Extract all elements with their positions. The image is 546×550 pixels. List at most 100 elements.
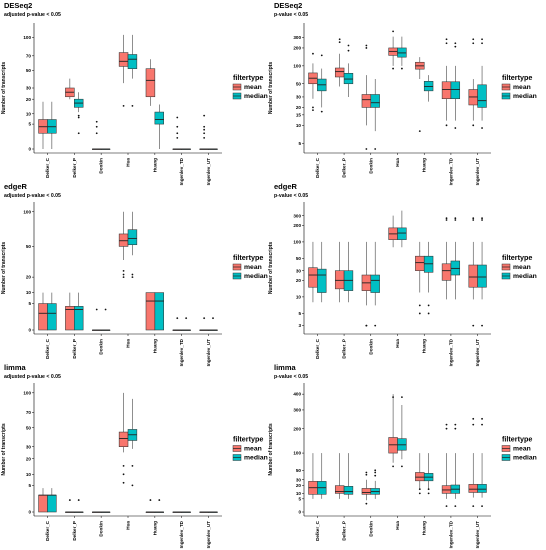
outlier-point (418, 312, 421, 315)
outlier-point (481, 505, 483, 508)
y-tick-label: 10 (296, 491, 302, 496)
chart-subtitle: adjusted p-value < 0.05 (4, 193, 61, 199)
outlier-point (374, 324, 377, 327)
legend-title: filtertype (233, 435, 263, 444)
outlier-point (401, 67, 403, 70)
outlier-point (374, 471, 377, 474)
y-axis-label: Number of transcripts (268, 62, 274, 114)
x-tick-label: Delker_C (315, 157, 320, 178)
legend-label-mean: mean (513, 446, 531, 453)
y-tick-label: 0 (298, 510, 301, 515)
outlier-point (77, 132, 80, 135)
outlier-point (176, 136, 179, 139)
outlier-point (320, 54, 323, 57)
legend-label-mean: mean (513, 84, 531, 91)
outlier-point (454, 423, 457, 426)
outlier-point (122, 481, 125, 484)
y-tick-label: 30 (296, 477, 302, 482)
outlier-point (472, 219, 475, 221)
outlier-point (203, 125, 206, 128)
x-tick-label: Huang (152, 521, 157, 535)
mean-box (145, 68, 156, 98)
outlier-point (77, 116, 80, 119)
outlier-point (203, 136, 206, 139)
outlier-point (472, 38, 475, 41)
chart-title: DESeq2 (4, 1, 32, 10)
y-tick-label: 50 (26, 244, 32, 249)
x-tick-label: Ingenlev_UT (475, 339, 480, 367)
outlier-point (95, 125, 98, 128)
x-tick-label: Ingenlev_TD (179, 338, 184, 366)
outlier-point (338, 38, 341, 41)
x-tick-label: Ingenlev_UT (206, 521, 211, 549)
legend-label-median: median (244, 93, 268, 100)
outlier-point (365, 502, 368, 505)
outlier-point (418, 488, 421, 491)
y-tick-label: 100 (23, 209, 31, 214)
outlier-point (203, 128, 206, 131)
mean-box (308, 267, 318, 288)
x-tick-label: Huang (422, 339, 427, 353)
outlier-point (212, 317, 214, 320)
x-tick-label: Huang (152, 158, 157, 172)
outlier-point (392, 465, 394, 468)
x-tick-label: Hua (395, 339, 400, 348)
chart-subtitle: adjusted p-value < 0.05 (4, 12, 61, 18)
outlier-point (95, 120, 98, 123)
median-box (477, 264, 487, 288)
outlier-point (445, 423, 448, 426)
outlier-point (454, 505, 457, 508)
x-tick-label: Delker_C (315, 520, 320, 541)
mean-box (118, 52, 129, 67)
y-tick-label: 300 (293, 408, 301, 413)
outlier-point (347, 44, 350, 47)
outlier-point (131, 104, 134, 107)
outlier-point (472, 124, 475, 127)
outlier-point (203, 114, 206, 117)
outlier-point (77, 499, 80, 501)
y-axis-label: Number of transcripts (1, 423, 7, 475)
y-tick-label: 100 (293, 451, 301, 456)
x-tick-label: Delker_P (342, 339, 347, 359)
legend-title: filtertype (502, 435, 532, 444)
legend-label-median: median (513, 93, 537, 100)
outlier-point (418, 130, 421, 132)
x-tick-label: Hua (395, 158, 400, 167)
mean-box (441, 81, 452, 100)
mean-box (468, 484, 478, 493)
y-tick-label: 50 (296, 81, 302, 86)
legend-label-mean: mean (244, 84, 262, 91)
y-tick-label: 15 (296, 112, 302, 117)
outlier-point (77, 114, 80, 117)
x-tick-label: Huang (152, 339, 157, 353)
outlier-point (445, 505, 448, 508)
y-tick-label: 5 (28, 122, 31, 127)
outlier-point (176, 116, 179, 119)
chart-panel-4: edgeR p-value < 0.05 Number of transcripts… (268, 182, 537, 366)
outlier-point (445, 42, 448, 45)
mean-box (361, 94, 372, 108)
outlier-point (392, 67, 394, 70)
mean-box (118, 233, 129, 247)
median-box (127, 54, 138, 69)
x-tick-label: Ingenlev_UT (475, 158, 480, 186)
y-tick-label: 20 (26, 97, 32, 102)
outlier-point (122, 464, 125, 467)
outlier-point (418, 492, 421, 495)
x-tick-label: Delker_P (342, 521, 347, 541)
median-box (370, 274, 380, 293)
mean-box (441, 263, 452, 281)
outlier-point (320, 110, 323, 113)
y-tick-label: 0 (28, 328, 31, 333)
x-tick-label: Hua (126, 339, 131, 348)
mean-box (38, 303, 48, 331)
chart-title: edgeR (4, 182, 28, 191)
outlier-point (131, 484, 134, 487)
legend-label-median: median (513, 273, 537, 280)
y-tick-label: 100 (293, 63, 301, 68)
mean-box (145, 292, 156, 331)
y-tick-label: 10 (26, 111, 32, 116)
y-axis-label: Number of transcripts (1, 242, 7, 294)
y-tick-label: 50 (296, 468, 302, 473)
chart-subtitle: p-value < 0.05 (274, 374, 308, 380)
